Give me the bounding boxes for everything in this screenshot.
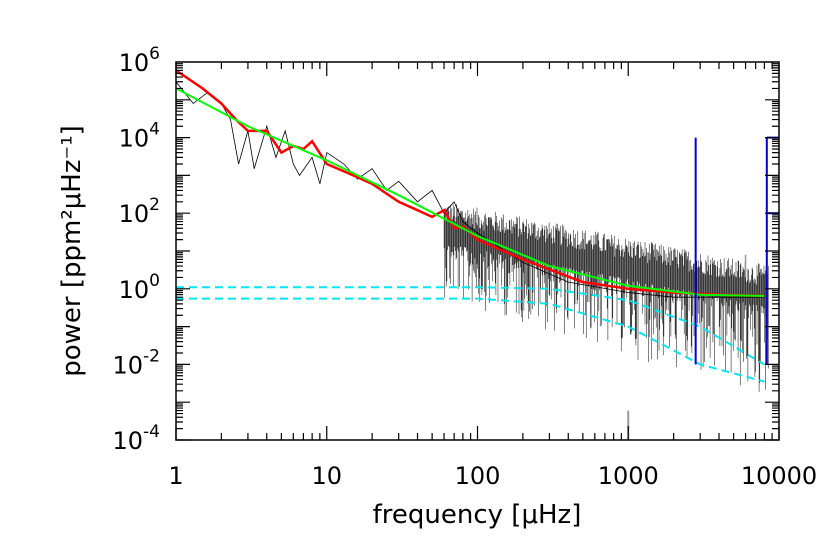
component-dashed-line-5	[176, 297, 765, 383]
x-axis-title: frequency [μHz]	[373, 500, 582, 530]
y-tick-label: 10-2	[113, 346, 161, 379]
axes-layer	[175, 61, 780, 441]
data-layer	[176, 69, 779, 440]
y-tick-label: 106	[119, 44, 160, 77]
fit-line-3	[176, 87, 765, 297]
y-tick-label: 102	[119, 195, 160, 228]
x-tick-label: 100	[455, 462, 501, 490]
x-tick-label: 10000	[741, 462, 817, 490]
x-tick-label: 1000	[598, 462, 659, 490]
y-tick-label: 104	[119, 120, 160, 153]
x-tick-label: 10	[311, 462, 342, 490]
y-axis-title: power [ppm²μHz⁻¹]	[57, 125, 87, 377]
component-dashed-line-4	[176, 286, 765, 366]
x-tick-label: 1	[168, 462, 183, 490]
labels-layer: 1 10 100 1000 10000 10-4 10-2 100 102 104 106	[113, 44, 818, 490]
y-tick-label: 100	[119, 271, 160, 304]
axis-ticks	[175, 62, 780, 441]
y-tick-label: 10-4	[113, 422, 161, 455]
binned-line-2	[176, 69, 765, 298]
